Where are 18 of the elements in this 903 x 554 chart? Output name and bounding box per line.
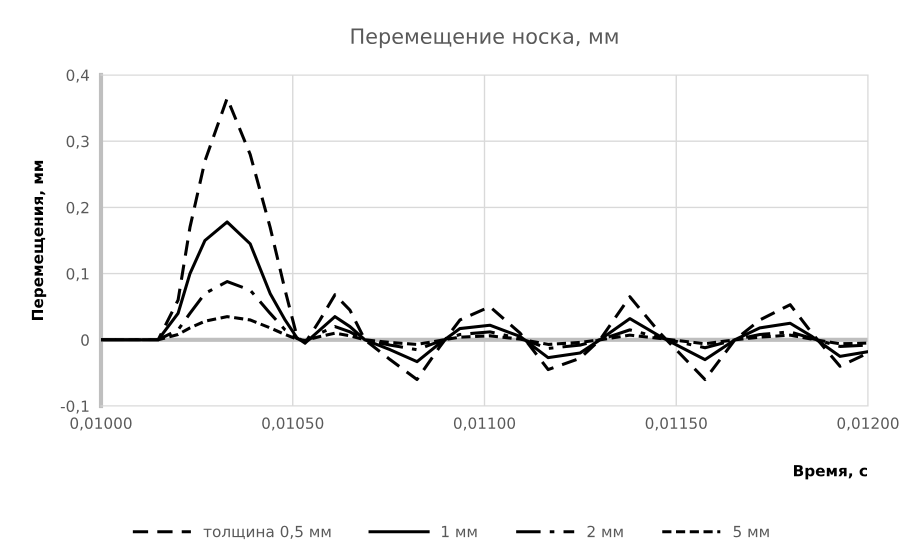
y-tick-label: 0,1 [66,268,88,282]
chart-title: Перемещение носка, мм [352,28,618,48]
x-tick-label: 0,01050 [262,417,324,430]
x-axis-title: Время, с [794,465,867,480]
y-tick-label: 0,4 [66,69,90,83]
y-tick-label: 0 [81,334,89,346]
legend-label: 1 мм [442,526,477,538]
y-axis-title: Перемещения, мм [32,160,46,320]
legend-label: 2 мм [588,526,623,538]
legend-label: толщина 0,5 мм [204,526,330,540]
x-tick-label: 0,01100 [454,417,516,430]
x-tick-label: 0,01150 [646,417,707,430]
y-tick-label: 0,3 [66,136,89,149]
legend-label: 5 мм [734,526,769,538]
x-tick-label: 0,01200 [837,417,899,430]
x-tick-label: 0,01000 [70,417,132,430]
y-tick-label: -0,1 [60,400,88,414]
y-tick-label: 0,2 [66,202,88,215]
